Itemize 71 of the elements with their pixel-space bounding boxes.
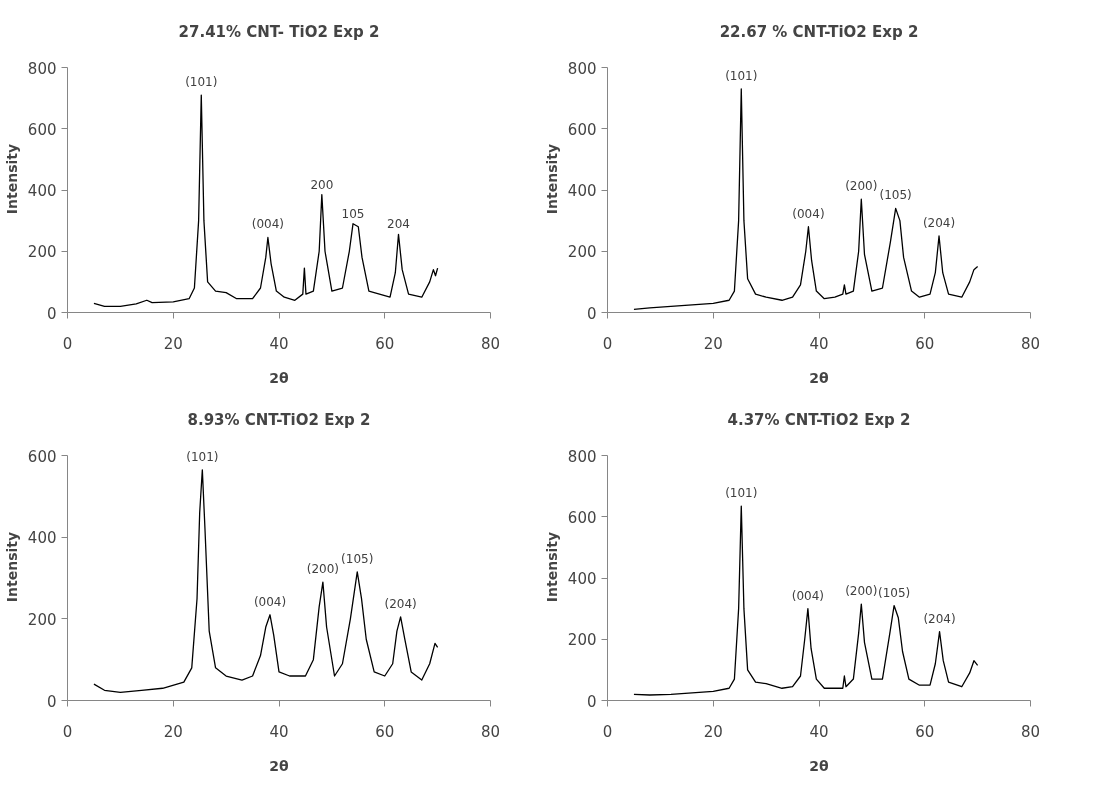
y-tick-label: 800 — [567, 447, 597, 466]
y-axis-title: Intensity — [543, 143, 560, 215]
x-tick-label: 0 — [602, 722, 613, 741]
x-tick-label: 0 — [62, 334, 73, 353]
x-tick-label: 0 — [62, 722, 73, 741]
y-tick-label: 600 — [27, 120, 57, 139]
annotation: (101) — [725, 68, 758, 83]
chart-title: 4.37% CNT-TiO2 Exp 2 — [727, 410, 911, 429]
annotation: (004) — [253, 594, 287, 609]
x-axis-title: 2θ — [269, 369, 290, 386]
x-tick-label: 60 — [375, 334, 395, 353]
x-tick-label: 20 — [703, 722, 723, 741]
x-tick-label: 20 — [703, 334, 723, 353]
annotation: (101) — [725, 486, 758, 501]
annotation: (200) — [306, 562, 340, 577]
annotation: (105) — [879, 188, 912, 203]
annotation: 204 — [387, 217, 410, 232]
annotation: 105 — [341, 206, 365, 221]
annotation: 200 — [310, 177, 334, 192]
chart-title: 27.41% CNT- TiO2 Exp 2 — [178, 22, 380, 41]
x-tick-label: 60 — [915, 334, 935, 353]
x-axis-title: 2θ — [809, 757, 830, 774]
y-tick-label: 200 — [567, 243, 597, 262]
y-tick-label: 600 — [27, 447, 57, 466]
annotation: (200) — [845, 179, 878, 194]
x-tick-label: 80 — [480, 334, 501, 353]
y-tick-label: 200 — [567, 631, 597, 650]
annotation: (204) — [384, 596, 417, 611]
chart-title: 22.67 % CNT-TiO2 Exp 2 — [719, 22, 919, 41]
x-tick-label: 20 — [163, 334, 183, 353]
x-axis-title: 2θ — [809, 369, 830, 386]
y-tick-label: 600 — [567, 508, 597, 527]
y-tick-label: 400 — [27, 529, 57, 548]
x-tick-label: 40 — [269, 722, 289, 741]
annotation: (105) — [877, 585, 911, 600]
x-axis-title: 2θ — [269, 757, 290, 774]
annotation: (101) — [185, 75, 218, 90]
y-axis-title: Intensity — [543, 531, 560, 603]
chart-title: 8.93% CNT-TiO2 Exp 2 — [187, 410, 371, 429]
y-tick-label: 200 — [27, 610, 57, 629]
y-axis-title: Intensity — [3, 531, 20, 603]
x-tick-label: 60 — [375, 722, 395, 741]
y-tick-label: 800 — [27, 59, 57, 78]
annotation: (004) — [792, 206, 825, 221]
y-tick-label: 0 — [586, 692, 597, 711]
y-tick-label: 0 — [46, 304, 57, 323]
annotation: (204) — [922, 215, 956, 230]
y-tick-label: 400 — [567, 570, 597, 589]
x-tick-label: 40 — [269, 334, 289, 353]
x-tick-label: 80 — [480, 722, 501, 741]
x-tick-label: 0 — [602, 334, 613, 353]
y-tick-label: 0 — [586, 304, 597, 323]
annotation: (105) — [341, 551, 374, 566]
x-tick-label: 20 — [163, 722, 183, 741]
x-tick-label: 60 — [915, 722, 935, 741]
annotation: (004) — [791, 588, 825, 603]
y-tick-label: 800 — [567, 59, 597, 78]
x-tick-label: 40 — [809, 722, 829, 741]
y-tick-label: 400 — [567, 182, 597, 201]
annotation: (101) — [186, 449, 219, 464]
x-tick-label: 80 — [1020, 722, 1041, 741]
y-axis-title: Intensity — [3, 143, 20, 215]
x-tick-label: 40 — [809, 334, 829, 353]
y-tick-label: 600 — [567, 120, 597, 139]
annotation: (004) — [251, 217, 285, 232]
y-tick-label: 200 — [27, 243, 57, 262]
annotation: (200) — [845, 584, 878, 599]
annotation: (204) — [923, 611, 956, 626]
y-tick-label: 0 — [46, 692, 57, 711]
x-tick-label: 80 — [1020, 334, 1041, 353]
y-tick-label: 400 — [27, 182, 57, 201]
